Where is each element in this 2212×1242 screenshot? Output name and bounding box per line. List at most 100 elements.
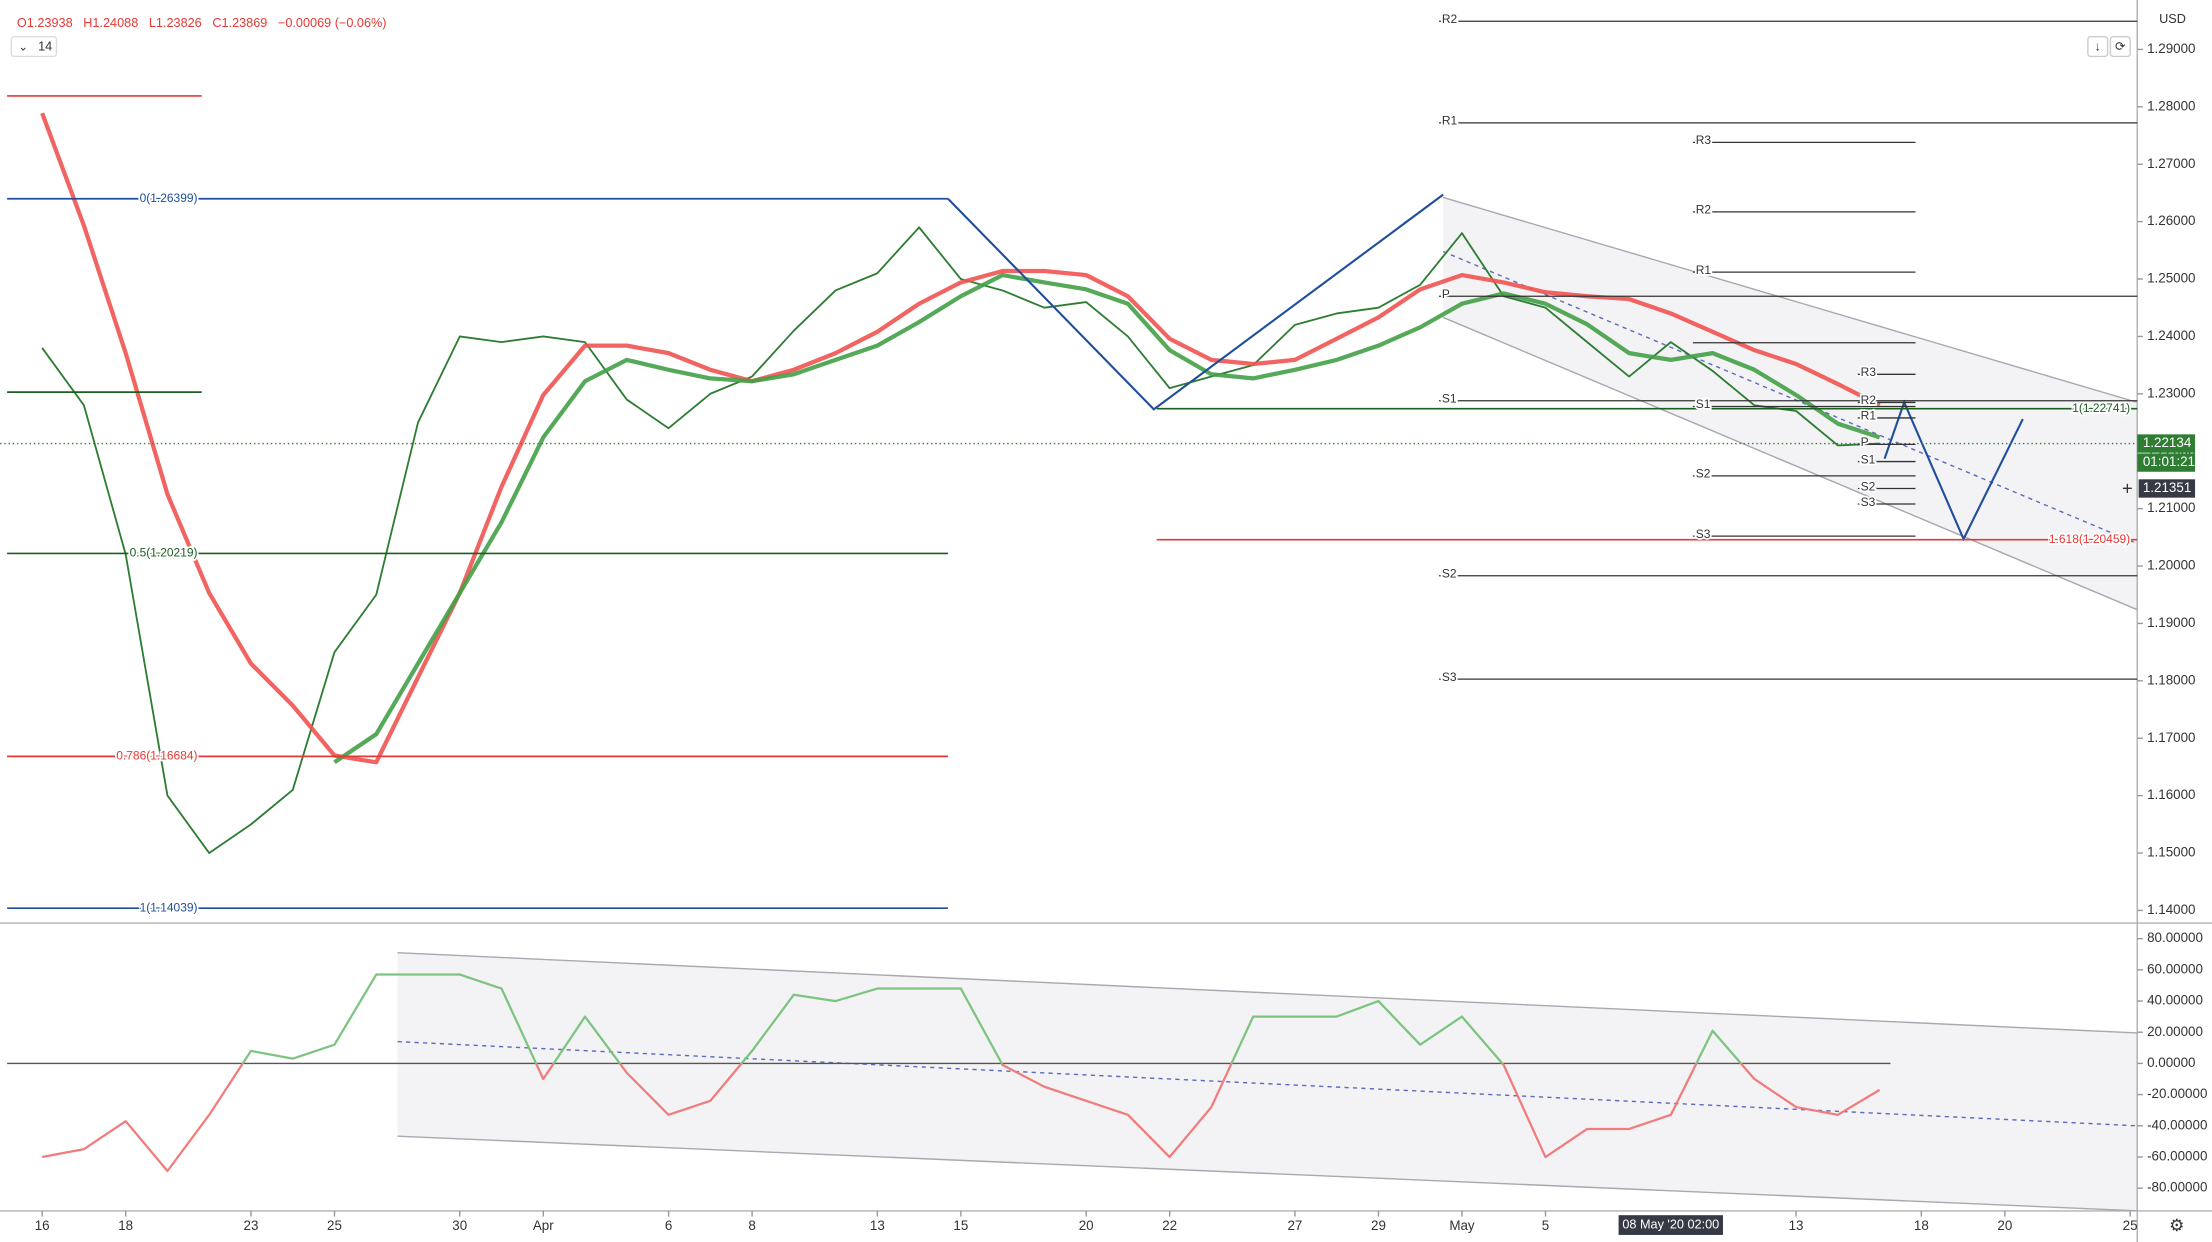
- currency-label[interactable]: USD: [2159, 12, 2186, 26]
- channel-lower: [397, 1135, 2138, 1211]
- level-label: 0.786(1.16684): [116, 749, 197, 763]
- channel-midline: [1442, 250, 2138, 545]
- x-tick-label: 29: [1371, 1218, 1386, 1233]
- level-label: P: [1442, 287, 1450, 301]
- trend-drawing: [947, 193, 1444, 411]
- indicator-input[interactable]: [10, 35, 58, 58]
- x-tick-label: 25: [327, 1218, 342, 1233]
- low: L1.23826: [149, 16, 202, 30]
- level-label: S2: [1696, 467, 1711, 481]
- x-tick-label: 16: [35, 1218, 50, 1233]
- level-label: 1(1.22741): [2072, 401, 2130, 415]
- level-label: R2: [1696, 203, 1712, 217]
- y-tick-label: 1.16000: [2147, 787, 2195, 802]
- ohlc-legend: O1.23938 H1.24088 L1.23826 C1.23869 −0.0…: [17, 16, 387, 30]
- crosshair-time-label: 08 May '20 02:00: [1622, 1217, 1719, 1231]
- level-label: S2: [1442, 567, 1457, 581]
- channel-upper: [397, 951, 2138, 1034]
- level-label: S3: [1442, 670, 1457, 684]
- x-tick-label: 27: [1287, 1218, 1302, 1233]
- level-label: S1: [1861, 452, 1876, 466]
- y-tick-label: 1.21000: [2147, 500, 2195, 515]
- scroll-button[interactable]: [2087, 35, 2109, 58]
- pane: [7, 951, 2138, 1211]
- y-tick-label: 40.00000: [2147, 993, 2203, 1008]
- y-tick-label: 60.00000: [2147, 961, 2203, 976]
- y-tick-label: 1.24000: [2147, 328, 2195, 343]
- change: −0.00069 (−0.06%): [278, 16, 387, 30]
- x-tick-label: 13: [870, 1218, 885, 1233]
- channel-upper: [1442, 196, 2138, 404]
- x-tick-label: 23: [244, 1218, 259, 1233]
- level-label: S3: [1696, 527, 1711, 541]
- x-tick-label: 25: [2123, 1218, 2138, 1233]
- x-tick-label: 20: [1079, 1218, 1094, 1233]
- y-tick-label: 1.25000: [2147, 271, 2195, 286]
- y-tick-label: 1.28000: [2147, 98, 2195, 113]
- channel-lower: [1442, 316, 2138, 611]
- scroll-icon: ↓: [2095, 40, 2101, 54]
- y-tick-label: 1.18000: [2147, 672, 2195, 687]
- level-label: R2: [1861, 393, 1877, 407]
- level-label: R1: [1696, 263, 1712, 277]
- indicator-length: 14: [38, 40, 52, 54]
- x-tick-label: 20: [1997, 1218, 2012, 1233]
- y-tick-label: -60.00000: [2147, 1149, 2207, 1164]
- y-tick-label: 1.26000: [2147, 213, 2195, 228]
- y-tick-label: -20.00000: [2147, 1086, 2207, 1101]
- x-tick-label: 5: [1542, 1218, 1549, 1233]
- level-label: S1: [1696, 397, 1711, 411]
- settings-icon[interactable]: ⚙: [2169, 1216, 2184, 1235]
- last-price-label: 1.22134: [2143, 435, 2192, 450]
- level-label: R1: [1442, 114, 1458, 128]
- level-label: R3: [1696, 133, 1712, 147]
- reset-icon: ⟳: [2115, 40, 2126, 54]
- x-tick-label: 15: [953, 1218, 968, 1233]
- level-label: P: [1861, 435, 1869, 449]
- x-tick-label: May: [1449, 1218, 1475, 1233]
- y-tick-label: 1.20000: [2147, 558, 2195, 573]
- x-tick-label: 8: [748, 1218, 755, 1233]
- level-label: 1.618(1.20459): [2049, 532, 2130, 546]
- y-tick-label: 1.15000: [2147, 845, 2195, 860]
- crosshair-time-tag: [1618, 1215, 1723, 1235]
- series-line: [333, 272, 1881, 765]
- close: C1.23869: [212, 16, 267, 30]
- channel-fill: [397, 952, 2138, 1211]
- y-tick-label: 1.17000: [2147, 730, 2195, 745]
- x-tick-label: 22: [1162, 1218, 1177, 1233]
- x-tick-label: 18: [118, 1218, 133, 1233]
- y-tick-label: 1.14000: [2147, 902, 2195, 917]
- trend-drawing: [1883, 399, 2024, 542]
- level-label: 0(1.26399): [140, 191, 198, 205]
- x-tick-label: 13: [1789, 1218, 1804, 1233]
- add-button[interactable]: +: [2122, 478, 2133, 499]
- y-tick-label: 1.19000: [2147, 615, 2195, 630]
- y-tick-label: 80.00000: [2147, 930, 2203, 945]
- reset-button[interactable]: [2109, 35, 2131, 58]
- countdown-tag: [2137, 453, 2196, 472]
- x-tick-label: 30: [452, 1218, 467, 1233]
- x-tick-label: 6: [665, 1218, 672, 1233]
- channel-midline: [397, 1040, 2138, 1127]
- pane: [0, 112, 2138, 854]
- collapse-icon: ⌄: [18, 41, 27, 53]
- crosshair-price-tag: [2138, 479, 2196, 498]
- series-line: [41, 226, 1880, 854]
- level-label: R2: [1442, 12, 1458, 26]
- x-tick-label: Apr: [533, 1218, 554, 1233]
- x-tick-label: 18: [1914, 1218, 1929, 1233]
- plot: 1.29000 1.28000 1.27000 1.26000 1.25000 1.240…: [0, 10, 2207, 1235]
- level-label: S1: [1442, 391, 1457, 405]
- high: H1.24088: [83, 16, 138, 30]
- level-label: 1(1.14039): [140, 900, 198, 914]
- y-tick-label: 0.00000: [2147, 1055, 2195, 1070]
- last-price-tag: [2137, 434, 2196, 453]
- countdown-label: 01:01:21: [2143, 454, 2195, 469]
- series-line: [41, 973, 1881, 1173]
- level-label: S2: [1861, 479, 1876, 493]
- y-tick-label: 20.00000: [2147, 1024, 2203, 1039]
